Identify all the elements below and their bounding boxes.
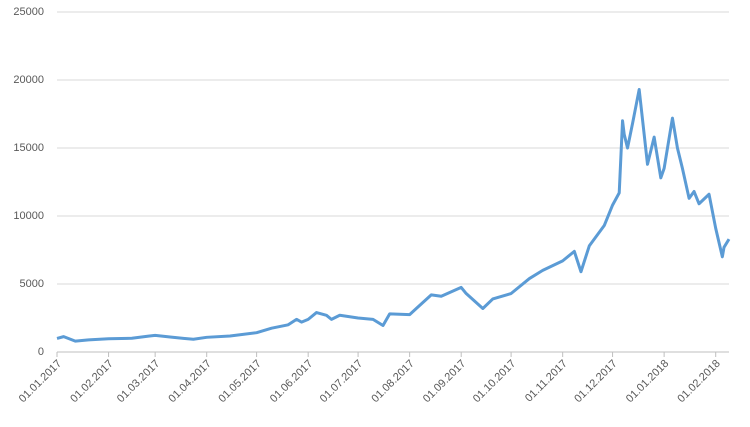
y-tick-label: 15000 (13, 142, 44, 154)
x-tick-label: 01.10.2017 (471, 358, 518, 405)
x-tick-label: 01.06.2017 (268, 358, 315, 405)
y-tick-label: 20000 (13, 74, 44, 86)
x-tick-label: 01.03.2017 (115, 358, 162, 405)
y-tick-label: 25000 (13, 6, 44, 18)
x-tick-label: 01.01.2017 (17, 358, 64, 405)
x-tick-label: 01.09.2017 (421, 358, 468, 405)
x-tick-label: 01.12.2017 (572, 358, 619, 405)
x-tick-label: 01.11.2017 (523, 358, 570, 405)
x-tick-label: 01.08.2017 (369, 358, 416, 405)
x-tick-label: 01.05.2017 (216, 358, 263, 405)
x-tick-label: 01.01.2018 (624, 358, 671, 405)
x-tick-label: 01.02.2018 (675, 358, 722, 405)
x-tick-label: 01.07.2017 (318, 358, 365, 405)
x-tick-label: 01.02.2017 (68, 358, 115, 405)
y-tick-label: 5000 (20, 278, 44, 290)
x-tick-label: 01.04.2017 (166, 358, 213, 405)
line (56, 88, 731, 343)
y-tick-label: 10000 (13, 210, 44, 222)
y-tick-label: 0 (38, 346, 44, 358)
